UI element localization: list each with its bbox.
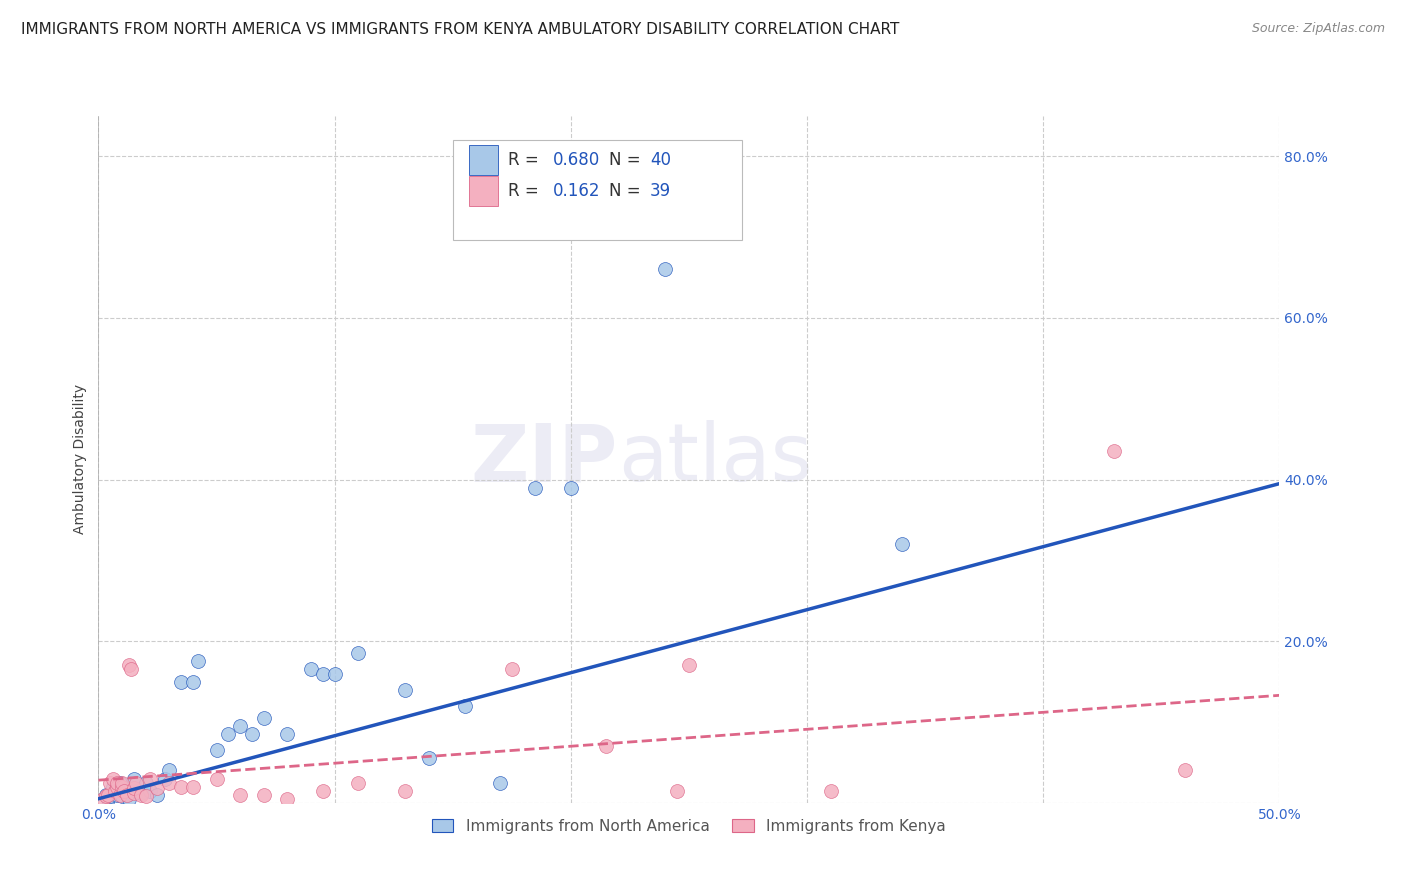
Point	[276, 727, 298, 741]
FancyBboxPatch shape	[453, 140, 742, 240]
Point	[122, 772, 145, 786]
Point	[115, 788, 138, 802]
Point	[595, 739, 617, 754]
Point	[489, 775, 512, 789]
Point	[108, 775, 131, 789]
Point	[181, 780, 204, 794]
Point	[347, 646, 370, 660]
Text: IMMIGRANTS FROM NORTH AMERICA VS IMMIGRANTS FROM KENYA AMBULATORY DISABILITY COR: IMMIGRANTS FROM NORTH AMERICA VS IMMIGRA…	[21, 22, 900, 37]
Point	[666, 783, 689, 797]
Point	[394, 783, 416, 797]
Text: R =: R =	[508, 182, 538, 200]
Point	[108, 788, 131, 802]
Point	[104, 783, 127, 797]
Text: R =: R =	[508, 151, 538, 169]
Point	[253, 711, 276, 725]
Point	[105, 788, 128, 802]
Point	[129, 786, 152, 800]
Point	[205, 743, 228, 757]
Point	[524, 481, 547, 495]
Point	[347, 775, 370, 789]
Legend: Immigrants from North America, Immigrants from Kenya: Immigrants from North America, Immigrant…	[426, 813, 952, 839]
Point	[98, 789, 121, 804]
Point	[118, 658, 141, 673]
FancyBboxPatch shape	[470, 176, 498, 206]
Point	[105, 780, 128, 794]
Point	[217, 727, 239, 741]
Point	[820, 783, 842, 797]
Point	[170, 780, 193, 794]
Point	[299, 663, 322, 677]
Point	[229, 788, 252, 802]
Point	[276, 791, 298, 805]
Point	[654, 262, 676, 277]
Point	[98, 775, 121, 789]
Text: atlas: atlas	[619, 420, 813, 499]
Point	[125, 783, 148, 797]
Point	[104, 786, 127, 800]
Point	[115, 788, 138, 802]
Point	[240, 727, 263, 741]
Point	[146, 788, 169, 802]
Point	[312, 666, 335, 681]
Point	[121, 663, 143, 677]
Point	[122, 781, 145, 796]
Point	[97, 788, 120, 802]
Point	[890, 537, 912, 551]
Y-axis label: Ambulatory Disability: Ambulatory Disability	[73, 384, 87, 534]
Text: ZIP: ZIP	[471, 420, 619, 499]
Point	[91, 791, 114, 805]
Point	[97, 791, 120, 805]
Point	[101, 780, 124, 794]
Point	[135, 775, 157, 789]
Point	[157, 764, 180, 778]
Point	[453, 698, 475, 713]
Point	[94, 788, 117, 802]
Point	[501, 663, 523, 677]
Text: N =: N =	[609, 182, 640, 200]
Point	[105, 775, 128, 789]
Point	[112, 783, 135, 797]
Point	[111, 780, 134, 794]
Point	[170, 674, 193, 689]
Point	[253, 788, 276, 802]
Point	[146, 781, 169, 796]
Point	[139, 783, 162, 797]
Point	[112, 783, 135, 797]
Point	[122, 786, 145, 800]
Point	[118, 791, 141, 805]
Point	[111, 789, 134, 804]
Point	[1102, 444, 1125, 458]
Point	[101, 772, 124, 786]
Point	[139, 772, 162, 786]
Point	[153, 772, 176, 786]
Point	[125, 775, 148, 789]
Text: N =: N =	[609, 151, 640, 169]
Point	[94, 789, 117, 804]
Point	[229, 719, 252, 733]
FancyBboxPatch shape	[470, 145, 498, 175]
Text: Source: ZipAtlas.com: Source: ZipAtlas.com	[1251, 22, 1385, 36]
Point	[394, 682, 416, 697]
Point	[678, 658, 700, 673]
Text: 39: 39	[650, 182, 671, 200]
Point	[135, 789, 157, 804]
Point	[205, 772, 228, 786]
Text: 40: 40	[650, 151, 671, 169]
Point	[1174, 764, 1197, 778]
Point	[560, 481, 582, 495]
Point	[187, 654, 209, 668]
Point	[312, 783, 335, 797]
Text: 0.680: 0.680	[553, 151, 600, 169]
Point	[129, 788, 152, 802]
Point	[157, 775, 180, 789]
Point	[181, 674, 204, 689]
Point	[111, 775, 134, 789]
Point	[323, 666, 346, 681]
Point	[418, 751, 440, 765]
Text: 0.162: 0.162	[553, 182, 600, 200]
